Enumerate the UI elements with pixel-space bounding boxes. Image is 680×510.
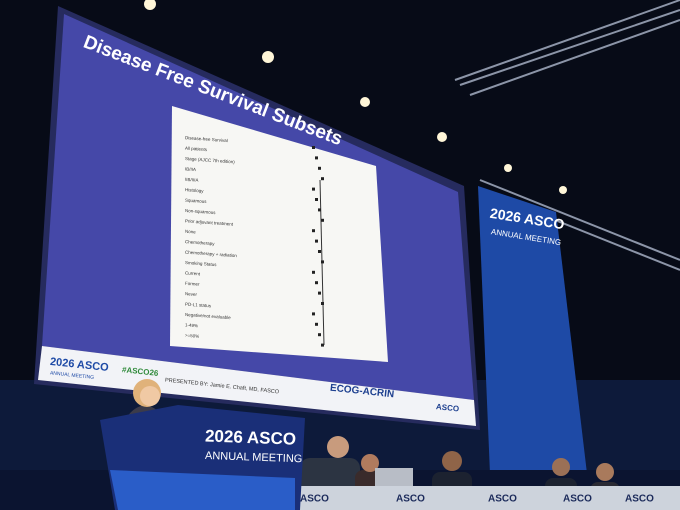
forest-marker — [318, 166, 321, 170]
forest-plot — [170, 106, 388, 362]
forest-marker — [312, 146, 315, 149]
forest-marker — [318, 250, 321, 253]
table-label: ASCO — [488, 494, 517, 505]
forest-row-label: Chemotherapy — [185, 239, 216, 246]
forest-marker — [315, 156, 318, 160]
forest-marker — [315, 198, 318, 201]
forest-row-label: PD-L1 status — [185, 302, 212, 309]
forest-marker — [318, 291, 321, 295]
forest-row-label: Current — [185, 270, 201, 276]
forest-marker — [315, 239, 318, 243]
banner — [478, 186, 588, 482]
forest-row-label: Disease-free Survival — [185, 135, 228, 143]
forest-marker — [312, 187, 315, 191]
forest-marker — [318, 208, 321, 212]
slide-hashtag: #ASCO26 — [122, 365, 160, 378]
forest-row-label: None — [185, 229, 197, 235]
forest-marker — [315, 281, 318, 285]
forest-row-label: All patients — [185, 146, 208, 153]
forest-row-label: Chemotherapy + radiation — [185, 250, 238, 259]
forest-row-label: Former — [185, 281, 200, 287]
forest-marker — [312, 270, 315, 274]
forest-row-label: Negative/not evaluable — [185, 312, 232, 320]
forest-marker — [321, 343, 324, 347]
forest-row-label: IB/IIA — [185, 166, 196, 172]
slide-footer — [38, 346, 476, 426]
forest-row-label: >=50% — [185, 333, 200, 339]
forest-marker — [312, 312, 315, 316]
table-label: ASCO — [300, 494, 329, 505]
forest-marker — [321, 177, 324, 181]
forest-row-label: Prior adjuvant treatment — [185, 218, 234, 226]
podium-sub: ANNUAL MEETING — [205, 450, 303, 465]
forest-row-label: Never — [185, 291, 198, 297]
forest-marker — [321, 302, 324, 305]
podium-logo: 2026 ASCO — [205, 426, 297, 448]
forest-marker — [312, 229, 315, 233]
table-label: ASCO — [625, 494, 654, 505]
forest-row-label: Histology — [185, 187, 205, 193]
forest-row-label: Stage (AJCC 7th edition) — [185, 156, 236, 164]
panel-table — [295, 486, 680, 510]
table-label: ASCO — [396, 494, 425, 505]
forest-row-label: Smoking Status — [185, 260, 218, 267]
slide-corner-logo: ASCO — [436, 402, 460, 413]
forest-row-label: Non-squamous — [185, 208, 217, 215]
slide-logo-sub: ANNUAL MEETING — [50, 370, 95, 381]
forest-row-label: IIB/IIIA — [185, 177, 199, 183]
ceiling-lights — [144, 0, 567, 194]
forest-row-label: 1-49% — [185, 322, 198, 328]
forest-marker — [321, 218, 324, 222]
forest-marker — [315, 322, 318, 326]
forest-row-label: Squamous — [185, 198, 208, 205]
table-label: ASCO — [563, 494, 592, 505]
forest-marker — [318, 333, 321, 337]
forest-marker — [321, 260, 324, 264]
podium-base — [110, 470, 295, 510]
